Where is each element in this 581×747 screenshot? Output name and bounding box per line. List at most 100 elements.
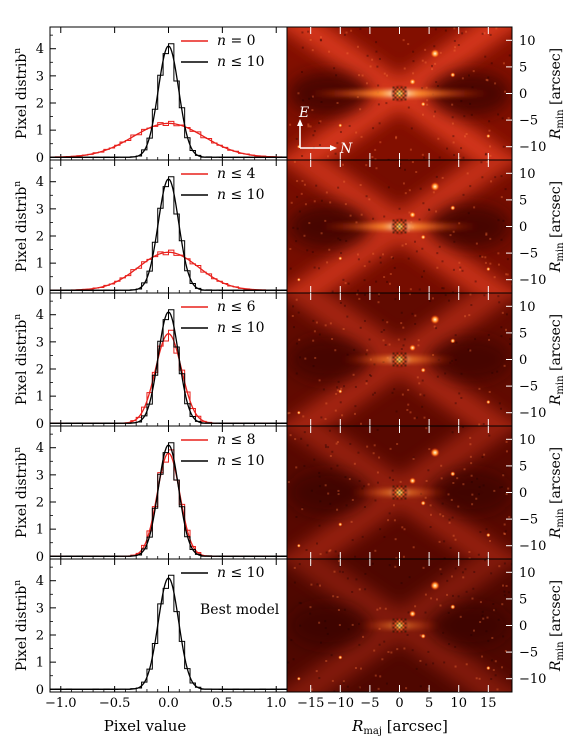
point-source bbox=[338, 123, 343, 128]
series-n-10 bbox=[50, 442, 287, 557]
point-source bbox=[450, 604, 456, 610]
y-tick-label: 0 bbox=[36, 284, 44, 299]
y-tick-label: −5 bbox=[519, 114, 538, 129]
y-tick-label: 3 bbox=[36, 468, 44, 483]
legend-label: n ≤ 10 bbox=[217, 565, 264, 581]
x-tick-label: −10 bbox=[327, 696, 354, 711]
y-tick-label: −10 bbox=[519, 406, 546, 421]
y-tick-label: 5 bbox=[519, 459, 527, 474]
x-tick-label: 0.5 bbox=[212, 696, 233, 711]
y-axis-label-sup: n bbox=[13, 447, 23, 453]
series-n-0 bbox=[50, 120, 287, 158]
compass-north-label: N bbox=[339, 141, 353, 157]
diffraction-pattern bbox=[287, 160, 512, 293]
y-tick-label: −5 bbox=[519, 646, 538, 661]
y-axis-label: Pixel distribn bbox=[13, 48, 30, 139]
legend-label: n ≤ 10 bbox=[217, 54, 264, 70]
plot-area bbox=[50, 43, 287, 158]
point-source bbox=[486, 133, 491, 139]
model-curve bbox=[50, 444, 287, 557]
y-tick-label: −5 bbox=[519, 380, 538, 395]
y-tick-label: 1 bbox=[36, 257, 44, 272]
point-source bbox=[338, 256, 343, 261]
y-tick-label: 10 bbox=[519, 300, 536, 315]
point-source bbox=[338, 389, 343, 394]
y-axis-label-sup: n bbox=[13, 580, 23, 586]
y-tick-label: 0 bbox=[519, 486, 527, 501]
point-source bbox=[296, 676, 301, 681]
y-tick-label: 1 bbox=[36, 656, 44, 671]
y-axis-label: Pixel distribn bbox=[13, 314, 30, 405]
point-source bbox=[450, 205, 456, 211]
plot-area bbox=[50, 176, 287, 291]
y-axis-label: Pixel distribn bbox=[13, 580, 30, 671]
noise bbox=[289, 160, 512, 293]
y-tick-label: 1 bbox=[36, 523, 44, 538]
plot-area bbox=[50, 574, 287, 690]
y-axis-label: Pixel distribn bbox=[13, 447, 30, 538]
point-source bbox=[430, 580, 440, 591]
residual-map bbox=[287, 559, 512, 692]
y-tick-label: −5 bbox=[519, 247, 538, 262]
diffraction-pattern bbox=[287, 27, 512, 160]
model-curve bbox=[50, 311, 287, 424]
plot-area bbox=[50, 309, 287, 424]
y-axis-label-rmin: Rmin [arcsec] bbox=[548, 314, 566, 406]
y-axis-label-rmin: Rmin [arcsec] bbox=[548, 181, 566, 273]
y-tick-label: 1 bbox=[36, 390, 44, 405]
point-source bbox=[486, 665, 491, 671]
x-tick-label: −0.5 bbox=[99, 696, 131, 711]
point-source bbox=[486, 266, 491, 272]
point-source bbox=[409, 610, 417, 618]
y-tick-label: 0 bbox=[519, 353, 527, 368]
point-source bbox=[420, 633, 426, 639]
point-source bbox=[450, 338, 456, 344]
histogram-panel-3: 0 1 2 3 4 Pixel distribn n ≤ 8 n ≤ 10 bbox=[13, 425, 288, 565]
y-tick-label: 4 bbox=[36, 175, 44, 190]
series-n-6 bbox=[50, 329, 287, 424]
legend: n ≤ 6 n ≤ 10 bbox=[181, 299, 264, 336]
noise bbox=[289, 27, 512, 160]
residual-map bbox=[287, 27, 512, 160]
point-source bbox=[409, 211, 417, 219]
x-tick-label: 0 bbox=[395, 696, 403, 711]
y-tick-label: 4 bbox=[36, 308, 44, 323]
y-tick-label: −10 bbox=[519, 273, 546, 288]
point-source bbox=[430, 314, 440, 325]
y-tick-label: 10 bbox=[519, 34, 536, 49]
compass-east-label: E bbox=[298, 105, 309, 121]
y-tick-label: 10 bbox=[519, 167, 536, 182]
model-curve bbox=[50, 251, 287, 291]
y-tick-label: 2 bbox=[36, 629, 44, 644]
x-tick-label: −1.0 bbox=[45, 696, 77, 711]
point-source bbox=[409, 344, 417, 352]
point-source bbox=[409, 477, 417, 485]
y-tick-label: 2 bbox=[36, 363, 44, 378]
point-source bbox=[486, 532, 491, 538]
plot-area bbox=[50, 442, 287, 557]
model-curve bbox=[50, 178, 287, 291]
residual-map bbox=[287, 160, 512, 293]
model-curve bbox=[50, 122, 287, 158]
point-source bbox=[450, 471, 456, 477]
y-tick-label: 0 bbox=[36, 151, 44, 166]
x-tick-label: −5 bbox=[360, 696, 379, 711]
point-source bbox=[450, 72, 456, 78]
y-tick-label: 10 bbox=[519, 566, 536, 581]
legend-label: n ≤ 10 bbox=[217, 187, 264, 203]
legend-label: n = 0 bbox=[217, 33, 256, 49]
y-tick-label: 0 bbox=[519, 220, 527, 235]
diffraction-pattern bbox=[287, 559, 512, 692]
model-curve bbox=[50, 45, 287, 158]
checker-core bbox=[392, 86, 407, 101]
x-tick-label: 15 bbox=[480, 696, 497, 711]
x-axis-label-pixel-value: Pixel value bbox=[104, 717, 187, 735]
diffraction-pattern bbox=[287, 426, 512, 559]
point-source bbox=[430, 447, 440, 458]
model-curve bbox=[50, 577, 287, 690]
y-tick-label: 1 bbox=[36, 124, 44, 139]
point-source bbox=[430, 48, 440, 59]
y-tick-label: 0 bbox=[36, 417, 44, 432]
